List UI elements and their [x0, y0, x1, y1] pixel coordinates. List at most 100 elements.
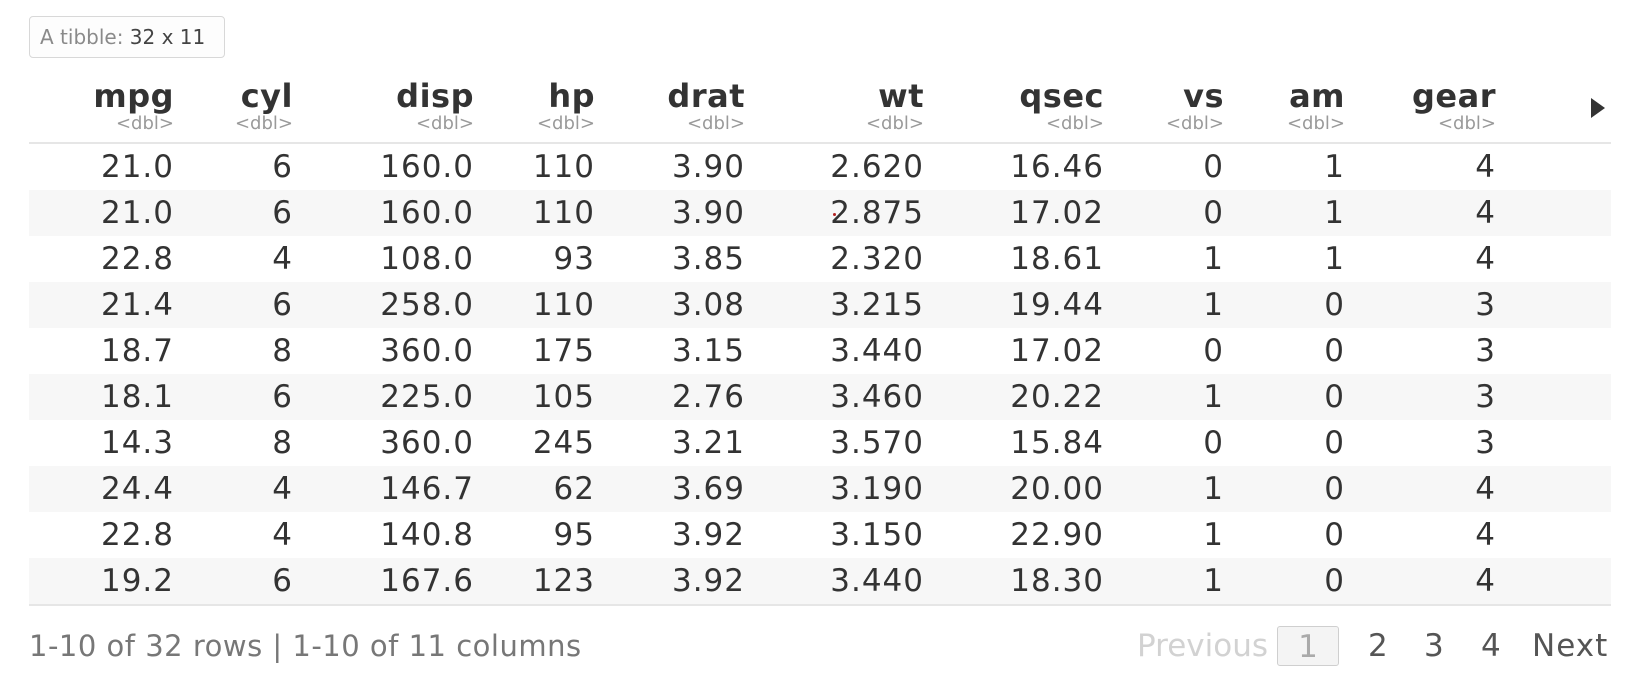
table-cell: 4 — [1475, 563, 1496, 599]
table-row: 18.1 6 225.0 105 2.76 3.460 20.22 1 0 3 — [29, 374, 1611, 420]
column-header-4[interactable]: drat <dbl> — [615, 76, 745, 133]
table-cell: 18.7 — [100, 333, 174, 369]
next-columns-arrow-icon[interactable] — [1591, 98, 1605, 118]
previous-page-button[interactable]: Previous — [1137, 628, 1269, 664]
table-row: 21.4 6 258.0 110 3.08 3.215 19.44 1 0 3 — [29, 282, 1611, 328]
table-row: 21.0 6 160.0 110 3.90 2.620 16.46 0 1 4 — [29, 144, 1611, 190]
table-cell: 1 — [1203, 471, 1224, 507]
table-cell: 3 — [1475, 379, 1496, 415]
page-4-button[interactable]: 4 — [1481, 628, 1501, 664]
page-3-button[interactable]: 3 — [1424, 628, 1444, 664]
table-cell: 95 — [553, 517, 595, 553]
table-cell: 3.69 — [671, 471, 745, 507]
data-table: mpg <dbl> cyl <dbl> disp <dbl> hp <dbl> drat <dbl… — [29, 76, 1611, 606]
table-cell: 0 — [1203, 425, 1224, 461]
page-1-button[interactable]: 1 — [1277, 626, 1339, 666]
table-cell: 3.440 — [830, 563, 924, 599]
table-cell: 2.320 — [830, 241, 924, 277]
table-cell: 18.61 — [1010, 241, 1104, 277]
column-header-6[interactable]: qsec <dbl> — [974, 76, 1104, 133]
table-cell: 4 — [272, 471, 293, 507]
tibble-dimensions-label: A tibble: 32 x 11 — [29, 16, 225, 58]
table-cell: 0 — [1324, 333, 1345, 369]
table-cell: 17.02 — [1010, 333, 1104, 369]
table-cell: 3.21 — [671, 425, 745, 461]
table-cell: 0 — [1203, 195, 1224, 231]
table-cell: 0 — [1203, 149, 1224, 185]
column-type: <dbl> — [415, 113, 474, 134]
column-header-0[interactable]: mpg <dbl> — [44, 76, 174, 133]
table-cell: 24.4 — [100, 471, 174, 507]
table-cell: 160.0 — [380, 149, 474, 185]
table-cell: 110 — [532, 195, 595, 231]
table-cell: 258.0 — [380, 287, 474, 323]
table-header: mpg <dbl> cyl <dbl> disp <dbl> hp <dbl> drat <dbl… — [29, 76, 1611, 144]
table-row: 19.2 6 167.6 123 3.92 3.440 18.30 1 0 4 — [29, 558, 1611, 604]
table-cell: 21.0 — [100, 149, 174, 185]
column-name: cyl — [240, 77, 293, 115]
table-cell: 3.190 — [830, 471, 924, 507]
table-cell: 0 — [1324, 379, 1345, 415]
column-name: gear — [1412, 77, 1496, 115]
column-header-9[interactable]: gear <dbl> — [1366, 76, 1496, 133]
pagination: Previous 1 2 3 4 Next — [1130, 626, 1620, 666]
table-cell: 160.0 — [380, 195, 474, 231]
table-cell: 1 — [1324, 241, 1345, 277]
table-cell: 21.0 — [100, 195, 174, 231]
column-header-2[interactable]: disp <dbl> — [344, 76, 474, 133]
table-cell: 6 — [272, 563, 293, 599]
table-cell: 360.0 — [380, 333, 474, 369]
table-cell: 3.90 — [671, 195, 745, 231]
table-cell: 1 — [1324, 195, 1345, 231]
table-cell: 6 — [272, 195, 293, 231]
table-cell: 20.22 — [1010, 379, 1104, 415]
table-row: 14.3 8 360.0 245 3.21 3.570 15.84 0 0 3 — [29, 420, 1611, 466]
column-name: qsec — [1019, 77, 1104, 115]
table-cell: 1 — [1203, 379, 1224, 415]
table-cell: 4 — [1475, 517, 1496, 553]
table-cell: 22.8 — [100, 517, 174, 553]
table-cell: 3 — [1475, 425, 1496, 461]
table-cell: 1 — [1324, 149, 1345, 185]
table-cell: 3.08 — [671, 287, 745, 323]
table-cell: 3.92 — [671, 563, 745, 599]
table-cell: 3.150 — [830, 517, 924, 553]
table-cell: 140.8 — [380, 517, 474, 553]
cursor-marker — [833, 213, 836, 216]
table-cell: 93 — [553, 241, 595, 277]
table-cell: 0 — [1324, 563, 1345, 599]
column-name: wt — [878, 77, 924, 115]
table-cell: 21.4 — [100, 287, 174, 323]
table-cell: 0 — [1324, 425, 1345, 461]
table-cell: 4 — [1475, 471, 1496, 507]
page-2-button[interactable]: 2 — [1368, 628, 1388, 664]
table-cell: 16.46 — [1010, 149, 1104, 185]
table-cell: 3 — [1475, 287, 1496, 323]
column-header-7[interactable]: vs <dbl> — [1094, 76, 1224, 133]
column-name: disp — [396, 77, 474, 115]
column-type: <dbl> — [1165, 113, 1224, 134]
column-type: <dbl> — [536, 113, 595, 134]
table-cell: 105 — [532, 379, 595, 415]
table-cell: 1 — [1203, 517, 1224, 553]
table-cell: 123 — [532, 563, 595, 599]
table-cell: 6 — [272, 149, 293, 185]
table-cell: 0 — [1324, 517, 1345, 553]
table-row: 22.8 4 140.8 95 3.92 3.150 22.90 1 0 4 — [29, 512, 1611, 558]
column-header-3[interactable]: hp <dbl> — [465, 76, 595, 133]
column-header-1[interactable]: cyl <dbl> — [163, 76, 293, 133]
column-type: <dbl> — [865, 113, 924, 134]
next-page-button[interactable]: Next — [1532, 628, 1609, 664]
table-row: 21.0 6 160.0 110 3.90 2.875 17.02 0 1 4 — [29, 190, 1611, 236]
table-info: 1-10 of 32 rows | 1-10 of 11 columns — [29, 629, 582, 663]
table-cell: 1 — [1203, 241, 1224, 277]
table-cell: 3.15 — [671, 333, 745, 369]
table-cell: 18.30 — [1010, 563, 1104, 599]
table-cell: 1 — [1203, 563, 1224, 599]
table-cell: 4 — [1475, 149, 1496, 185]
table-cell: 175 — [532, 333, 595, 369]
column-header-5[interactable]: wt <dbl> — [794, 76, 924, 133]
column-header-8[interactable]: am <dbl> — [1215, 76, 1345, 133]
column-name: drat — [667, 77, 745, 115]
